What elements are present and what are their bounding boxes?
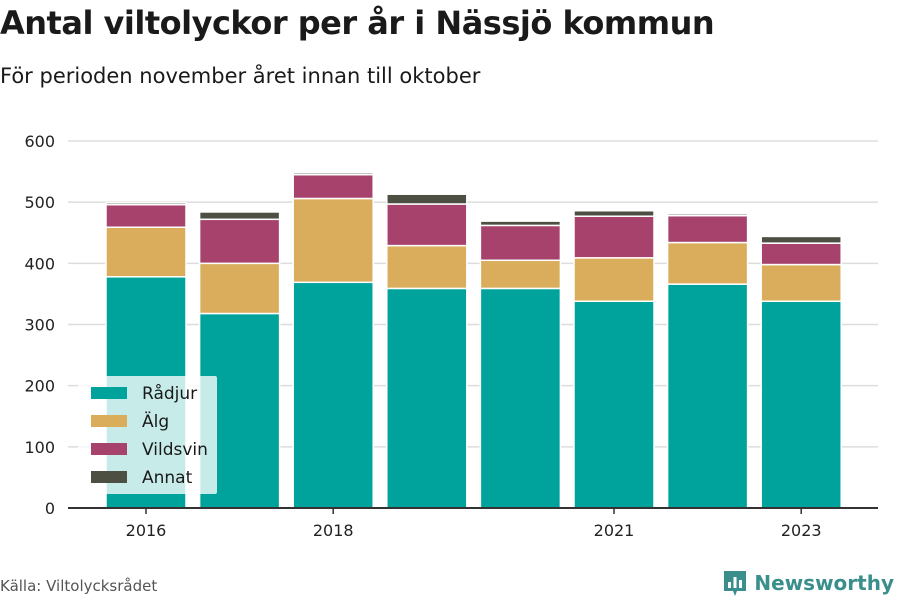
y-tick-label: 500 <box>24 193 55 212</box>
bar-segment-vildsvin <box>292 173 374 200</box>
x-tick-label: 2016 <box>126 521 167 540</box>
bar-segment-älg <box>105 226 187 278</box>
newsworthy-logo: Newsworthy <box>722 569 894 597</box>
bar-segment-vildsvin <box>198 218 281 265</box>
bar-segment-älg <box>386 244 468 290</box>
bar-segment-älg <box>479 259 562 290</box>
bar-segment-älg <box>198 262 281 315</box>
bar-segment-annat <box>573 209 655 217</box>
bar-segment-vildsvin <box>666 214 749 244</box>
legend-background <box>78 376 217 494</box>
bar-segment-annat <box>198 211 281 221</box>
bar-segment-annat <box>292 172 374 176</box>
bar-segment-älg <box>292 197 374 284</box>
legend-swatch-älg <box>91 415 127 427</box>
bar-segment-annat <box>386 193 468 205</box>
bar-segment-vildsvin <box>760 242 842 266</box>
bar-segment-annat <box>105 202 187 206</box>
legend-swatch-vildsvin <box>91 443 127 455</box>
x-tick-label: 2021 <box>594 521 635 540</box>
bar-segment-rådjur <box>479 287 562 509</box>
bar-segment-vildsvin <box>479 224 562 262</box>
y-tick-label: 0 <box>45 499 55 518</box>
legend-label-rådjur: Rådjur <box>142 383 197 404</box>
bar-segment-älg <box>666 241 749 285</box>
legend-swatch-annat <box>91 471 127 483</box>
legend-label-älg: Älg <box>142 411 169 432</box>
bar-segment-rådjur <box>292 281 374 509</box>
legend-label-annat: Annat <box>142 468 193 488</box>
bar-stack-2023 <box>760 235 842 509</box>
bar-segment-rådjur <box>573 300 655 509</box>
x-tick-label: 2018 <box>313 521 354 540</box>
y-tick-label: 300 <box>24 316 55 335</box>
newsworthy-logo-icon <box>724 571 747 596</box>
chart-subtitle: För perioden november året innan till ok… <box>0 64 481 88</box>
y-axis-tick-labels: 0 100 200 300 400 500 600 <box>24 132 55 518</box>
bar-segment-vildsvin <box>573 215 655 259</box>
x-axis: 2016 2018 2021 2023 <box>68 507 878 540</box>
bar-segment-vildsvin <box>105 203 187 228</box>
bar-segment-annat <box>666 213 749 217</box>
bar-stack-2022 <box>666 213 749 509</box>
bar-stack-2019 <box>386 193 468 509</box>
legend-swatch-rådjur <box>91 387 127 399</box>
y-tick-label: 600 <box>24 132 55 151</box>
bar-segment-rådjur <box>666 283 749 509</box>
bar-segment-älg <box>760 263 842 303</box>
bar-segment-rådjur <box>386 287 468 509</box>
bar-segment-vildsvin <box>386 203 468 247</box>
source-note: Källa: Viltolycksrådet <box>0 577 158 595</box>
y-tick-label: 100 <box>24 438 55 457</box>
bar-stack-2021 <box>573 209 655 509</box>
bar-segment-rådjur <box>760 300 842 509</box>
bar-segment-älg <box>573 257 655 303</box>
bar-segment-annat <box>760 235 842 244</box>
bar-stack-2020 <box>479 220 562 509</box>
y-tick-label: 200 <box>24 377 55 396</box>
legend: Rådjur Älg Vildsvin Annat <box>78 376 217 494</box>
y-tick-label: 400 <box>24 254 55 273</box>
bar-segment-annat <box>479 220 562 227</box>
x-tick-label: 2023 <box>781 521 822 540</box>
brand-name: Newsworthy <box>754 571 894 595</box>
legend-label-vildsvin: Vildsvin <box>142 440 208 460</box>
chart-title: Antal viltolyckor per år i Nässjö kommun <box>0 4 715 42</box>
bar-stack-2018 <box>292 172 374 509</box>
